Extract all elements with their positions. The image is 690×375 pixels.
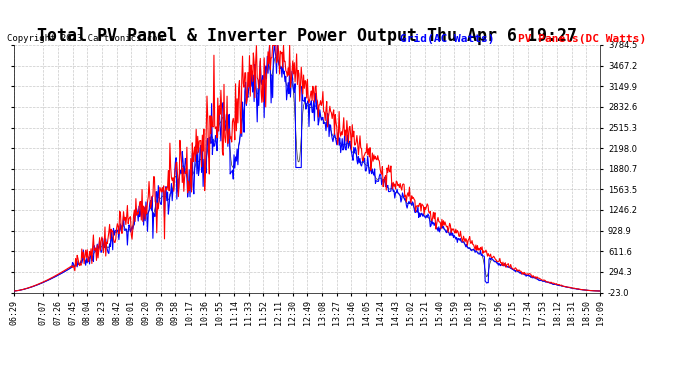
- Title: Total PV Panel & Inverter Power Output Thu Apr 6 19:27: Total PV Panel & Inverter Power Output T…: [37, 27, 577, 45]
- Text: Copyright 2023 Cartronics.com: Copyright 2023 Cartronics.com: [7, 34, 163, 43]
- Text: Grid(AC Watts): Grid(AC Watts): [400, 34, 495, 44]
- Text: PV Panels(DC Watts): PV Panels(DC Watts): [518, 34, 646, 44]
